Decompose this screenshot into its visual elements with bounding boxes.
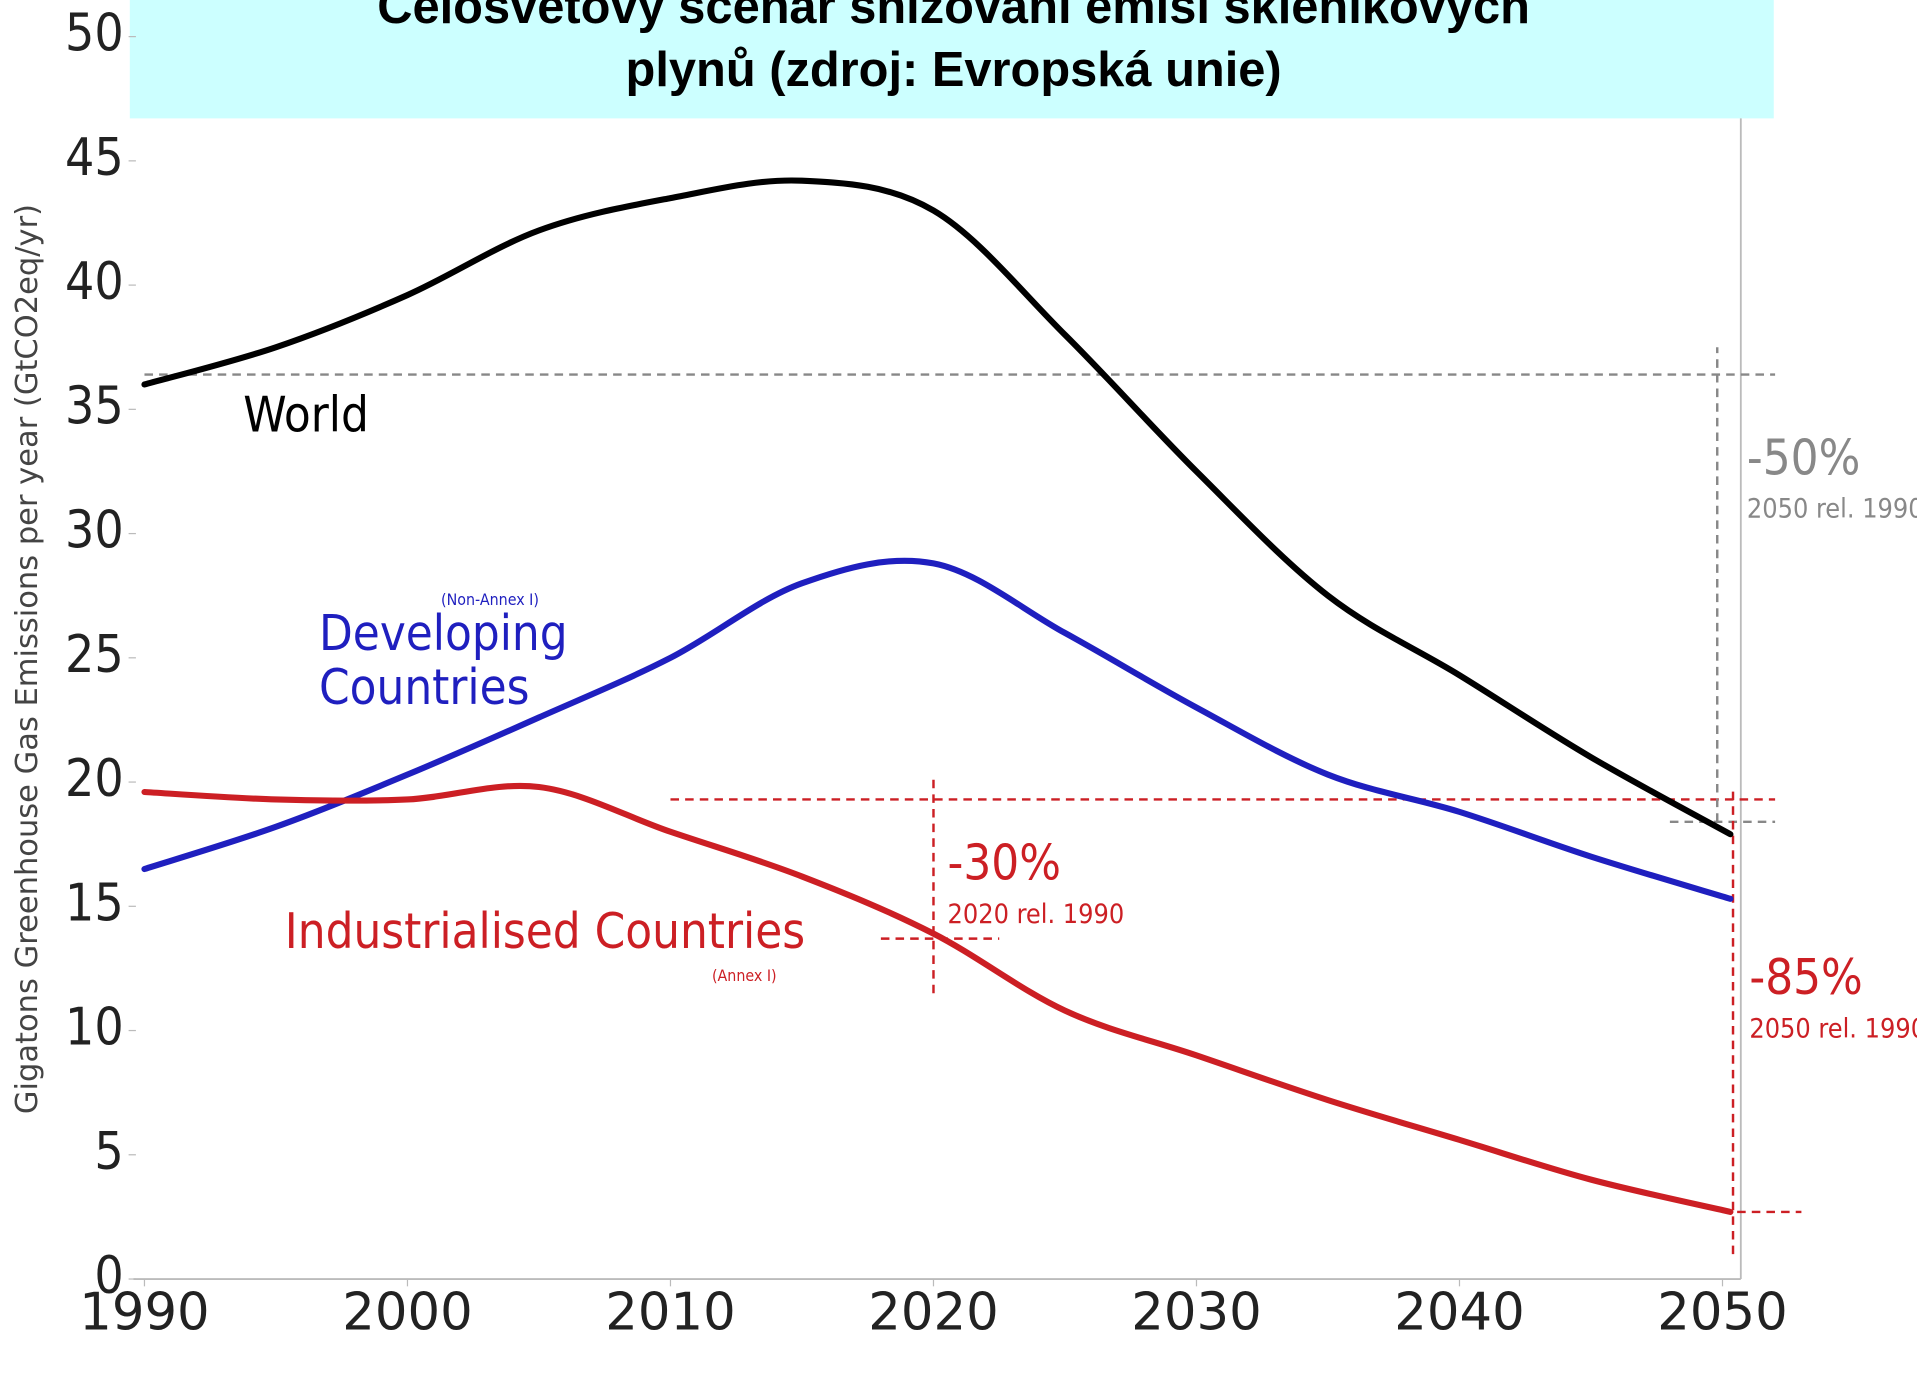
y-tick-label: 0 [94, 1246, 123, 1306]
y-tick-label: 10 [65, 998, 124, 1058]
series-label: Developing Countries [319, 605, 568, 716]
x-tick-label: 2020 [868, 1283, 998, 1343]
annotation: -85% [1749, 949, 1862, 1006]
x-tick-label: 2010 [605, 1283, 735, 1343]
y-tick-label: 25 [65, 625, 124, 685]
series-label: World [243, 387, 369, 444]
x-tick-label: 2030 [1131, 1283, 1261, 1343]
series-line [141, 557, 1734, 902]
y-tick-label: 40 [65, 252, 124, 312]
y-tick-label: 45 [65, 128, 124, 188]
y-tick-label: 5 [94, 1122, 123, 1182]
x-tick-label: 2050 [1657, 1283, 1787, 1343]
annotation: -30% [948, 835, 1061, 892]
y-tick-label: 20 [65, 749, 124, 809]
x-tick-label: 2040 [1394, 1283, 1524, 1343]
series-line [141, 782, 1734, 1215]
y-axis-label: Gigatons Greenhouse Gas Emissions per ye… [10, 204, 45, 1114]
annotation: -50% [1747, 429, 1860, 486]
chart-title: Celosvětový scénář snižování emisí sklen… [377, 0, 1530, 97]
y-tick-label: 35 [65, 376, 124, 436]
y-tick-label: 30 [65, 501, 124, 561]
annotation: 2050 rel. 1990 [1747, 494, 1917, 525]
y-tick-label: 15 [65, 873, 124, 933]
annotation: (Non-Annex I) [441, 590, 539, 609]
series-line [141, 177, 1734, 838]
series-label: Industrialised Countries [285, 903, 805, 960]
x-tick-label: 1990 [79, 1283, 209, 1343]
title-box [129, 0, 1774, 119]
y-tick-label: 50 [65, 4, 124, 64]
annotation: 2020 rel. 1990 [948, 899, 1125, 930]
annotation: (Annex I) [712, 966, 777, 985]
x-tick-label: 2000 [342, 1283, 472, 1343]
annotation: 2050 rel. 1990 [1749, 1014, 1917, 1045]
